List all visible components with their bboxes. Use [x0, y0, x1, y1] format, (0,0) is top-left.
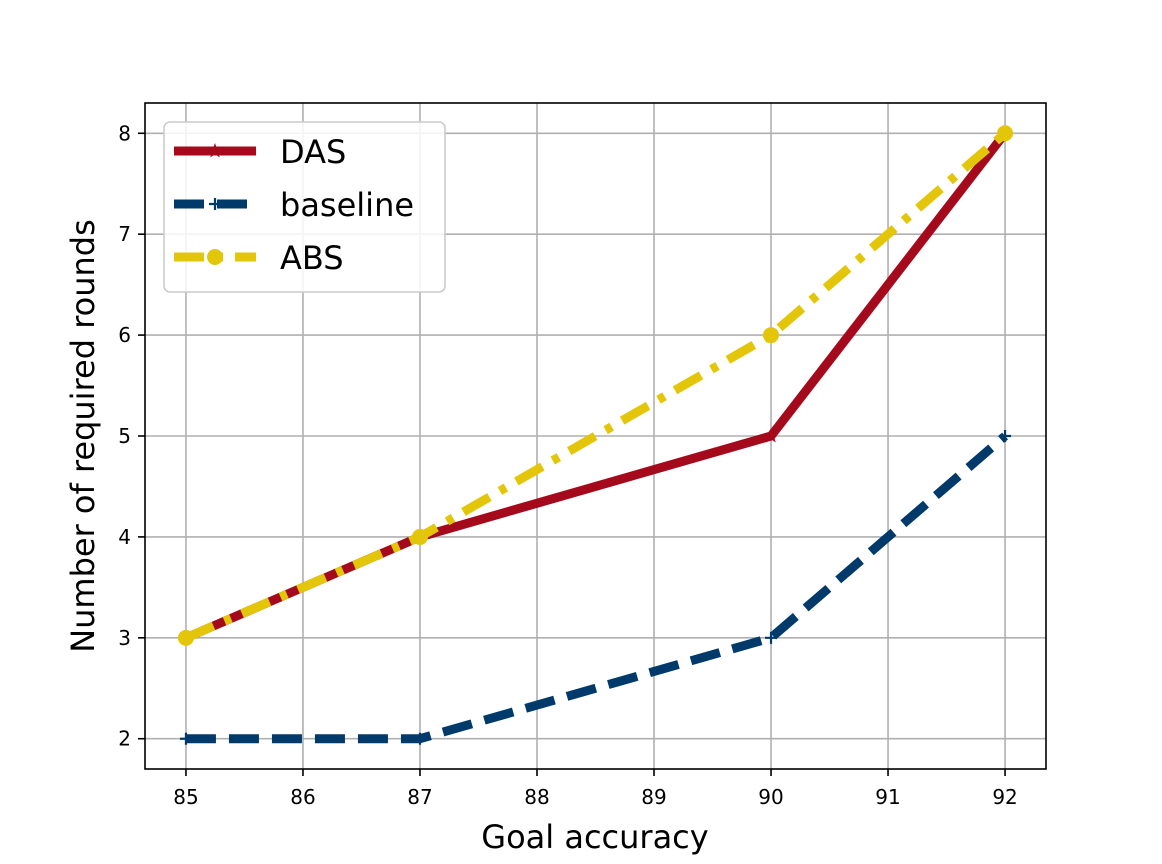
legend-marker [207, 249, 223, 265]
series-baseline [179, 430, 1012, 745]
x-tick-label: 85 [173, 785, 198, 809]
legend-item-baseline: baseline [174, 186, 414, 224]
series-lines [177, 125, 1014, 745]
x-tick-label: 90 [758, 785, 783, 809]
axis-ticks: 85 86 87 88 89 90 91 92 2 3 4 5 6 7 8 [118, 121, 1018, 809]
legend-label: baseline [280, 186, 414, 224]
legend: DAS baseline ABS [163, 121, 446, 293]
y-tick-label: 4 [118, 525, 131, 549]
y-tick-label: 2 [118, 727, 131, 751]
x-tick-label: 91 [875, 785, 900, 809]
y-tick-label: 7 [118, 222, 131, 246]
legend-label: DAS [280, 133, 346, 171]
series-abs [177, 125, 1014, 646]
y-tick-label: 6 [118, 323, 131, 347]
legend-marker [207, 142, 223, 158]
series-line [185, 432, 1008, 744]
data-point-marker [413, 732, 426, 745]
data-point-marker [999, 430, 1012, 442]
data-point-marker [765, 631, 778, 644]
data-point-marker [179, 732, 192, 745]
x-tick-label: 92 [992, 785, 1017, 809]
data-point-marker [997, 125, 1014, 142]
x-axis-title: Goal accuracy [481, 818, 708, 856]
series-line [184, 129, 1008, 642]
data-point-marker [763, 327, 780, 344]
x-tick-label: 86 [290, 785, 315, 809]
y-tick-label: 5 [118, 424, 131, 448]
legend-box [163, 121, 446, 293]
y-axis-title: Number of required rounds [64, 219, 102, 653]
data-point-marker [177, 629, 194, 646]
legend-marker [209, 198, 221, 210]
y-tick-label: 3 [118, 626, 131, 650]
data-point-marker [763, 427, 779, 443]
x-tick-label: 89 [641, 785, 666, 809]
legend-item-abs: ABS [174, 239, 344, 277]
legend-label: ABS [280, 239, 344, 277]
data-point-marker [411, 528, 428, 545]
y-tick-label: 8 [118, 121, 131, 145]
x-tick-label: 88 [524, 785, 549, 809]
legend-item-das: DAS [174, 133, 346, 171]
x-tick-label: 87 [407, 785, 432, 809]
